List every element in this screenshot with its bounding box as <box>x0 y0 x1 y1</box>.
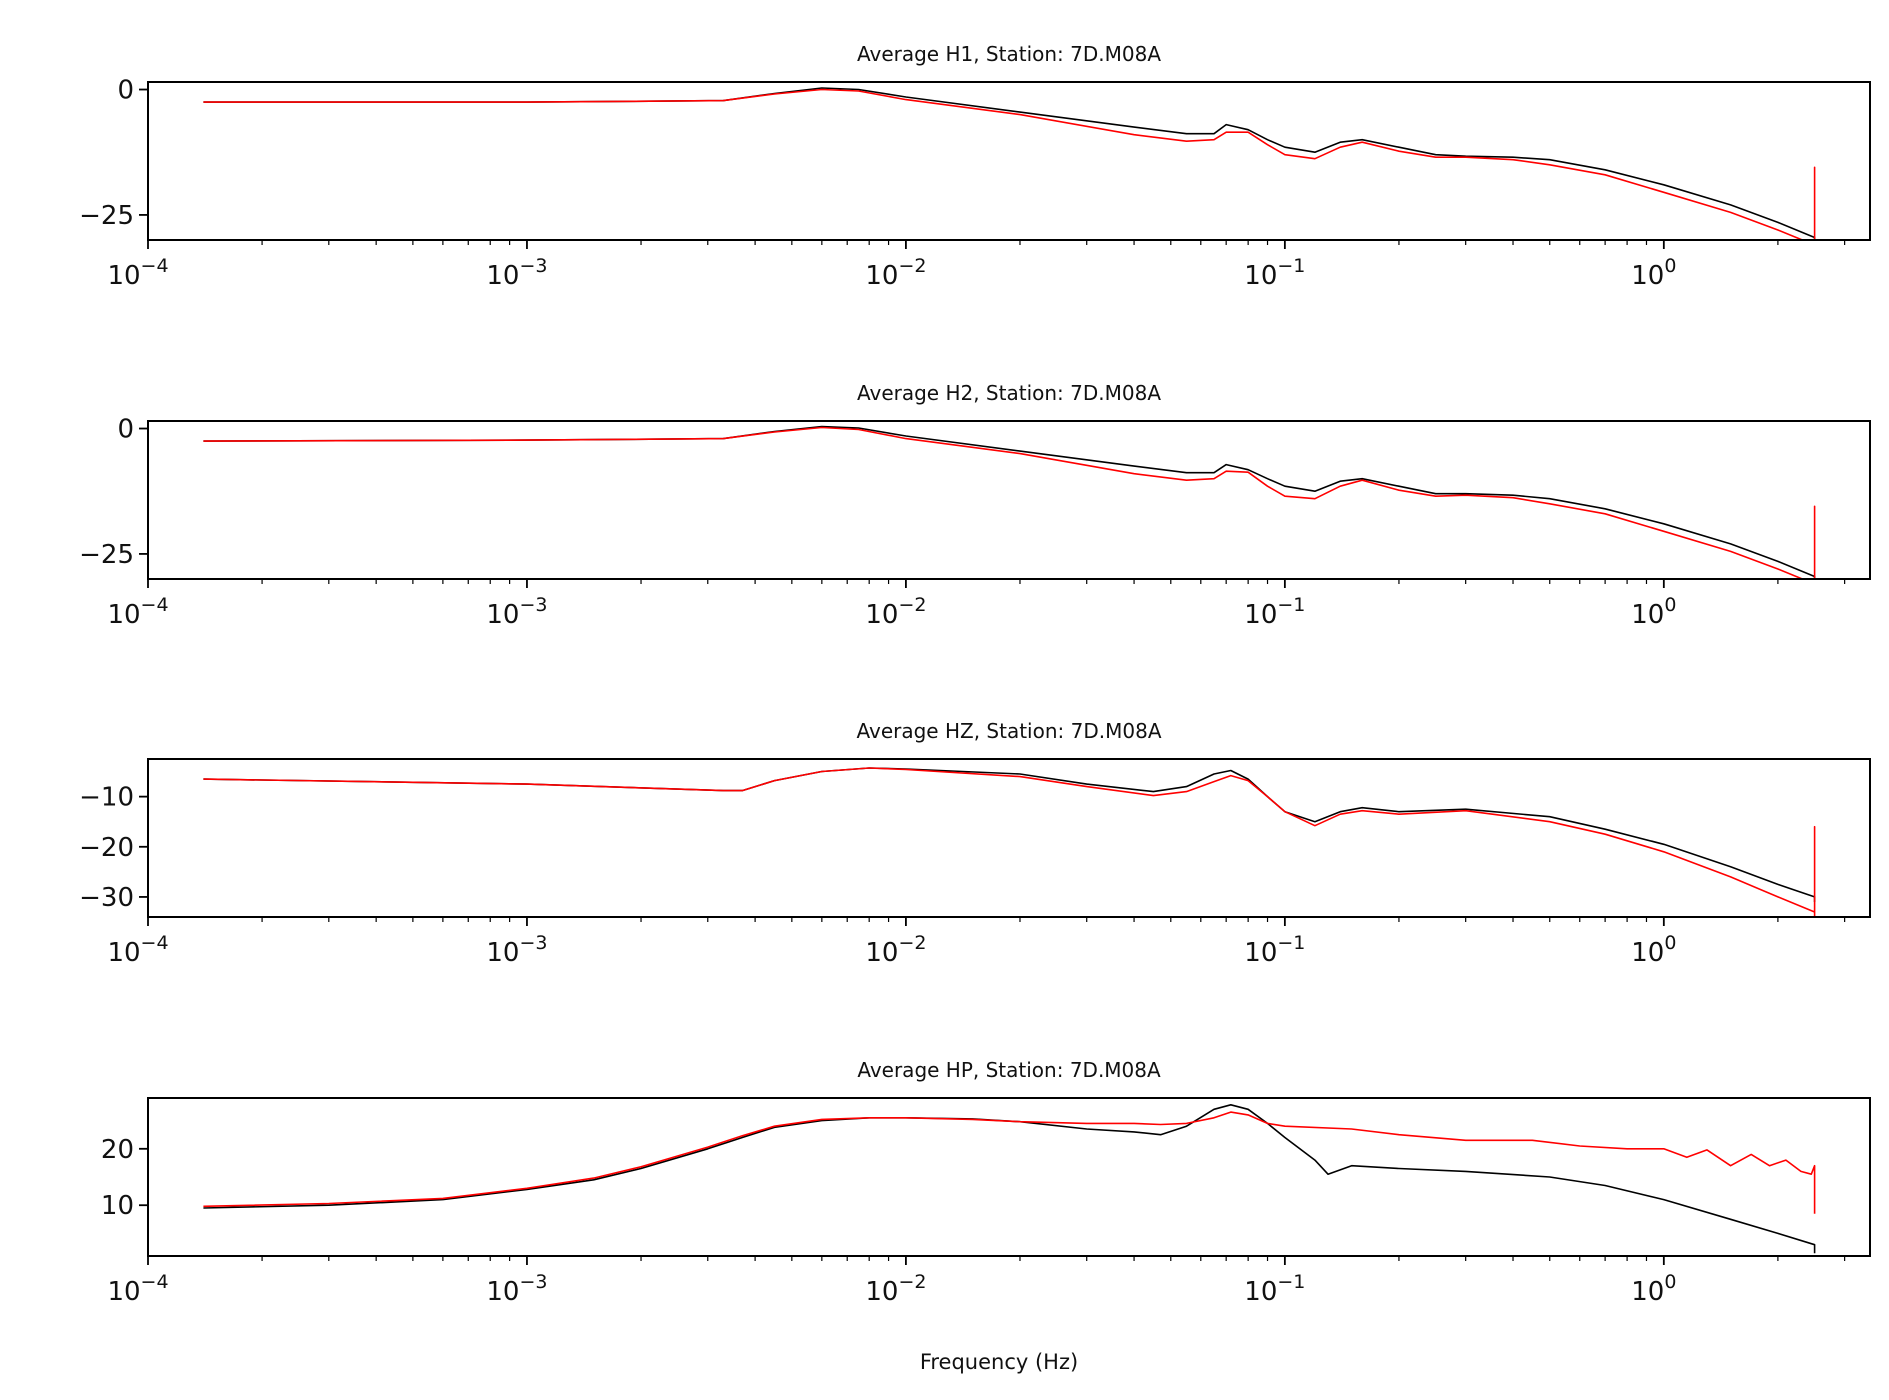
x-tick-exponent: −2 <box>898 932 926 954</box>
x-tick-label: 100 <box>1631 594 1676 630</box>
series-line-red <box>203 767 1816 917</box>
x-tick-label: 10−2 <box>865 594 926 630</box>
series-line-red <box>203 426 1816 579</box>
subplot-title: Average HP, Station: 7D.M08A <box>857 1058 1161 1082</box>
y-tick-label: 0 <box>117 76 134 106</box>
x-tick-label: 10−4 <box>107 594 168 630</box>
subplot-title: Average HZ, Station: 7D.M08A <box>856 719 1161 743</box>
series-group <box>203 767 1816 917</box>
x-tick-exponent: −2 <box>898 594 926 616</box>
series-group <box>203 1104 1816 1254</box>
x-tick-label: 10−2 <box>865 1271 926 1307</box>
x-tick-exponent: −4 <box>141 1271 169 1293</box>
subplot-1: Average H1, Station: 7D.M08A 0 −25 10−4 10−3… <box>79 42 1871 291</box>
x-tick-label: 10−1 <box>1244 1271 1305 1307</box>
axes-frame <box>147 758 1871 918</box>
x-tick-exponent: 0 <box>1664 594 1676 616</box>
subplot-title: Average H2, Station: 7D.M08A <box>857 381 1161 405</box>
x-tick-exponent: −4 <box>141 255 169 277</box>
x-tick-exponent: −2 <box>898 1271 926 1293</box>
x-tick-exponent: −3 <box>519 594 547 616</box>
y-tick-label: −20 <box>79 833 134 863</box>
series-line-black <box>203 1104 1816 1254</box>
x-tick-exponent: −1 <box>1277 255 1305 277</box>
series-line-red <box>203 88 1816 240</box>
x-tick-label: 10−4 <box>107 255 168 291</box>
x-tick-exponent: −1 <box>1277 932 1305 954</box>
x-tick-label: 10−1 <box>1244 932 1305 968</box>
x-axis-label: Frequency (Hz) <box>920 1350 1078 1374</box>
subplot-3: Average HZ, Station: 7D.M08A−10−20−3010−… <box>79 719 1871 968</box>
x-tick-label: 10−3 <box>486 255 547 291</box>
x-tick-exponent: 0 <box>1664 1271 1676 1293</box>
x-tick-label: 100 <box>1631 1271 1676 1307</box>
x-tick-exponent: −3 <box>519 1271 547 1293</box>
y-tick-label: −25 <box>79 201 134 231</box>
y-tick-label: −30 <box>79 883 134 913</box>
x-tick-label: 10−1 <box>1244 255 1305 291</box>
y-tick-label: −10 <box>79 783 134 813</box>
x-tick-exponent: 0 <box>1664 255 1676 277</box>
subplot-title: Average H1, Station: 7D.M08A <box>857 42 1161 66</box>
axes-frame <box>147 1097 1871 1257</box>
x-tick-label: 10−3 <box>486 1271 547 1307</box>
series-line-black <box>203 87 1816 240</box>
series-line-black <box>203 767 1816 902</box>
x-tick-label: 10−2 <box>865 932 926 968</box>
x-tick-label: 10−4 <box>107 1271 168 1307</box>
x-tick-exponent: −1 <box>1277 1271 1305 1293</box>
x-tick-exponent: −3 <box>519 932 547 954</box>
axes-frame <box>147 420 1871 580</box>
subplot-4: Average HP, Station: 7D.M08A 20 10 10−4 10−3… <box>101 1058 1871 1374</box>
y-tick-label: −25 <box>79 540 134 570</box>
subplot-2: Average H2, Station: 7D.M08A 0 −25 10−4 10−3… <box>79 381 1871 630</box>
x-tick-label: 10−3 <box>486 932 547 968</box>
x-tick-exponent: −4 <box>141 594 169 616</box>
series-group <box>203 87 1816 240</box>
x-tick-exponent: −1 <box>1277 594 1305 616</box>
x-tick-exponent: −2 <box>898 255 926 277</box>
x-tick-label: 10−3 <box>486 594 547 630</box>
x-tick-exponent: −3 <box>519 255 547 277</box>
x-tick-label: 10−4 <box>107 932 168 968</box>
x-tick-label: 100 <box>1631 932 1676 968</box>
y-tick-label: 0 <box>117 415 134 445</box>
y-tick-label: 20 <box>101 1135 134 1165</box>
series-line-black <box>203 425 1816 579</box>
x-tick-label: 10−2 <box>865 255 926 291</box>
x-tick-label: 10−1 <box>1244 594 1305 630</box>
y-tick-label: 10 <box>101 1191 134 1221</box>
x-tick-label: 100 <box>1631 255 1676 291</box>
x-tick-exponent: 0 <box>1664 932 1676 954</box>
series-group <box>203 425 1816 579</box>
axes-frame <box>147 81 1871 241</box>
series-line-red <box>203 1111 1816 1214</box>
x-tick-exponent: −4 <box>141 932 169 954</box>
